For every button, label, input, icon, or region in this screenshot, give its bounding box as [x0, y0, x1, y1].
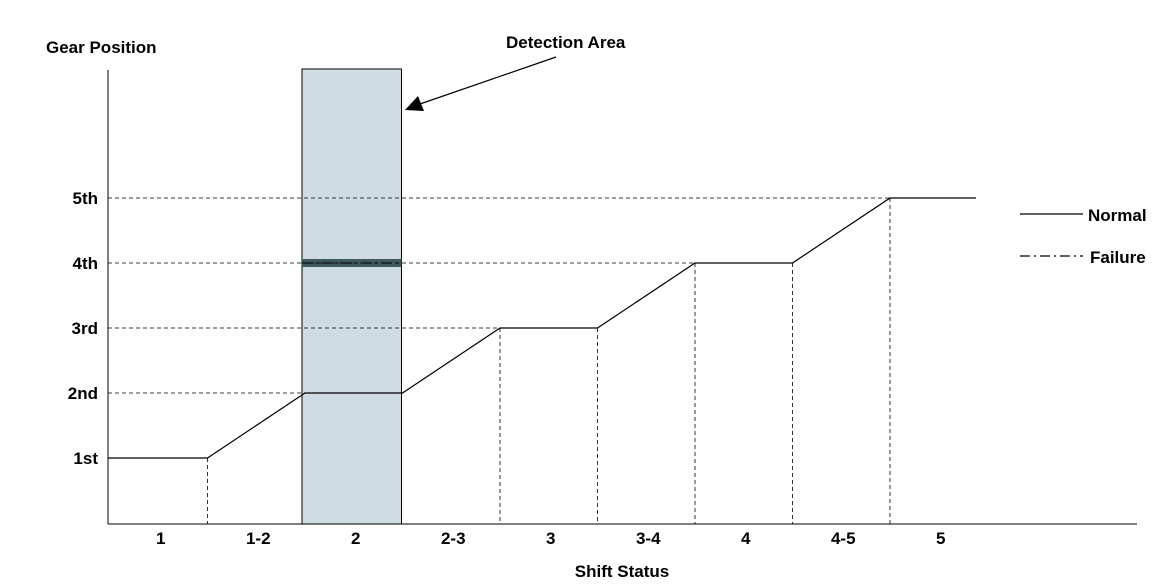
x-tick-label-2: 2 — [351, 529, 360, 548]
detection-area-arrowhead — [405, 96, 424, 111]
detection-area-rect — [301, 68, 402, 525]
detection-area-arrow — [419, 56, 557, 105]
x-axis-title: Shift Status — [575, 562, 669, 581]
y-tick-label-4th: 4th — [73, 254, 99, 273]
legend: Normal Failure — [1020, 206, 1147, 267]
legend-failure-label: Failure — [1090, 248, 1146, 267]
x-tick-label-1: 1 — [156, 529, 165, 548]
x-tick-label-3: 3 — [546, 529, 555, 548]
vertical-reference-lines — [207, 198, 891, 524]
horizontal-reference-lines — [108, 197, 890, 394]
x-tick-label-1-2: 1-2 — [246, 529, 271, 548]
normal-series-line — [108, 197, 976, 459]
y-tick-label-3rd: 3rd — [72, 319, 98, 338]
y-tick-label-2nd: 2nd — [68, 384, 98, 403]
x-tick-label-2-3: 2-3 — [441, 529, 466, 548]
detection-area-label: Detection Area — [506, 33, 626, 52]
y-tick-label-1st: 1st — [73, 449, 98, 468]
y-tick-labels: 1st 2nd 3rd 4th 5th — [68, 189, 99, 468]
legend-normal-label: Normal — [1088, 206, 1147, 225]
x-tick-labels: 1 1-2 2 2-3 3 3-4 4 4-5 5 — [156, 529, 945, 548]
x-tick-label-5: 5 — [936, 529, 945, 548]
y-tick-label-5th: 5th — [73, 189, 99, 208]
x-tick-label-4-5: 4-5 — [831, 529, 856, 548]
x-tick-label-4: 4 — [741, 529, 751, 548]
y-axis-title: Gear Position — [46, 38, 157, 57]
x-tick-label-3-4: 3-4 — [636, 529, 661, 548]
